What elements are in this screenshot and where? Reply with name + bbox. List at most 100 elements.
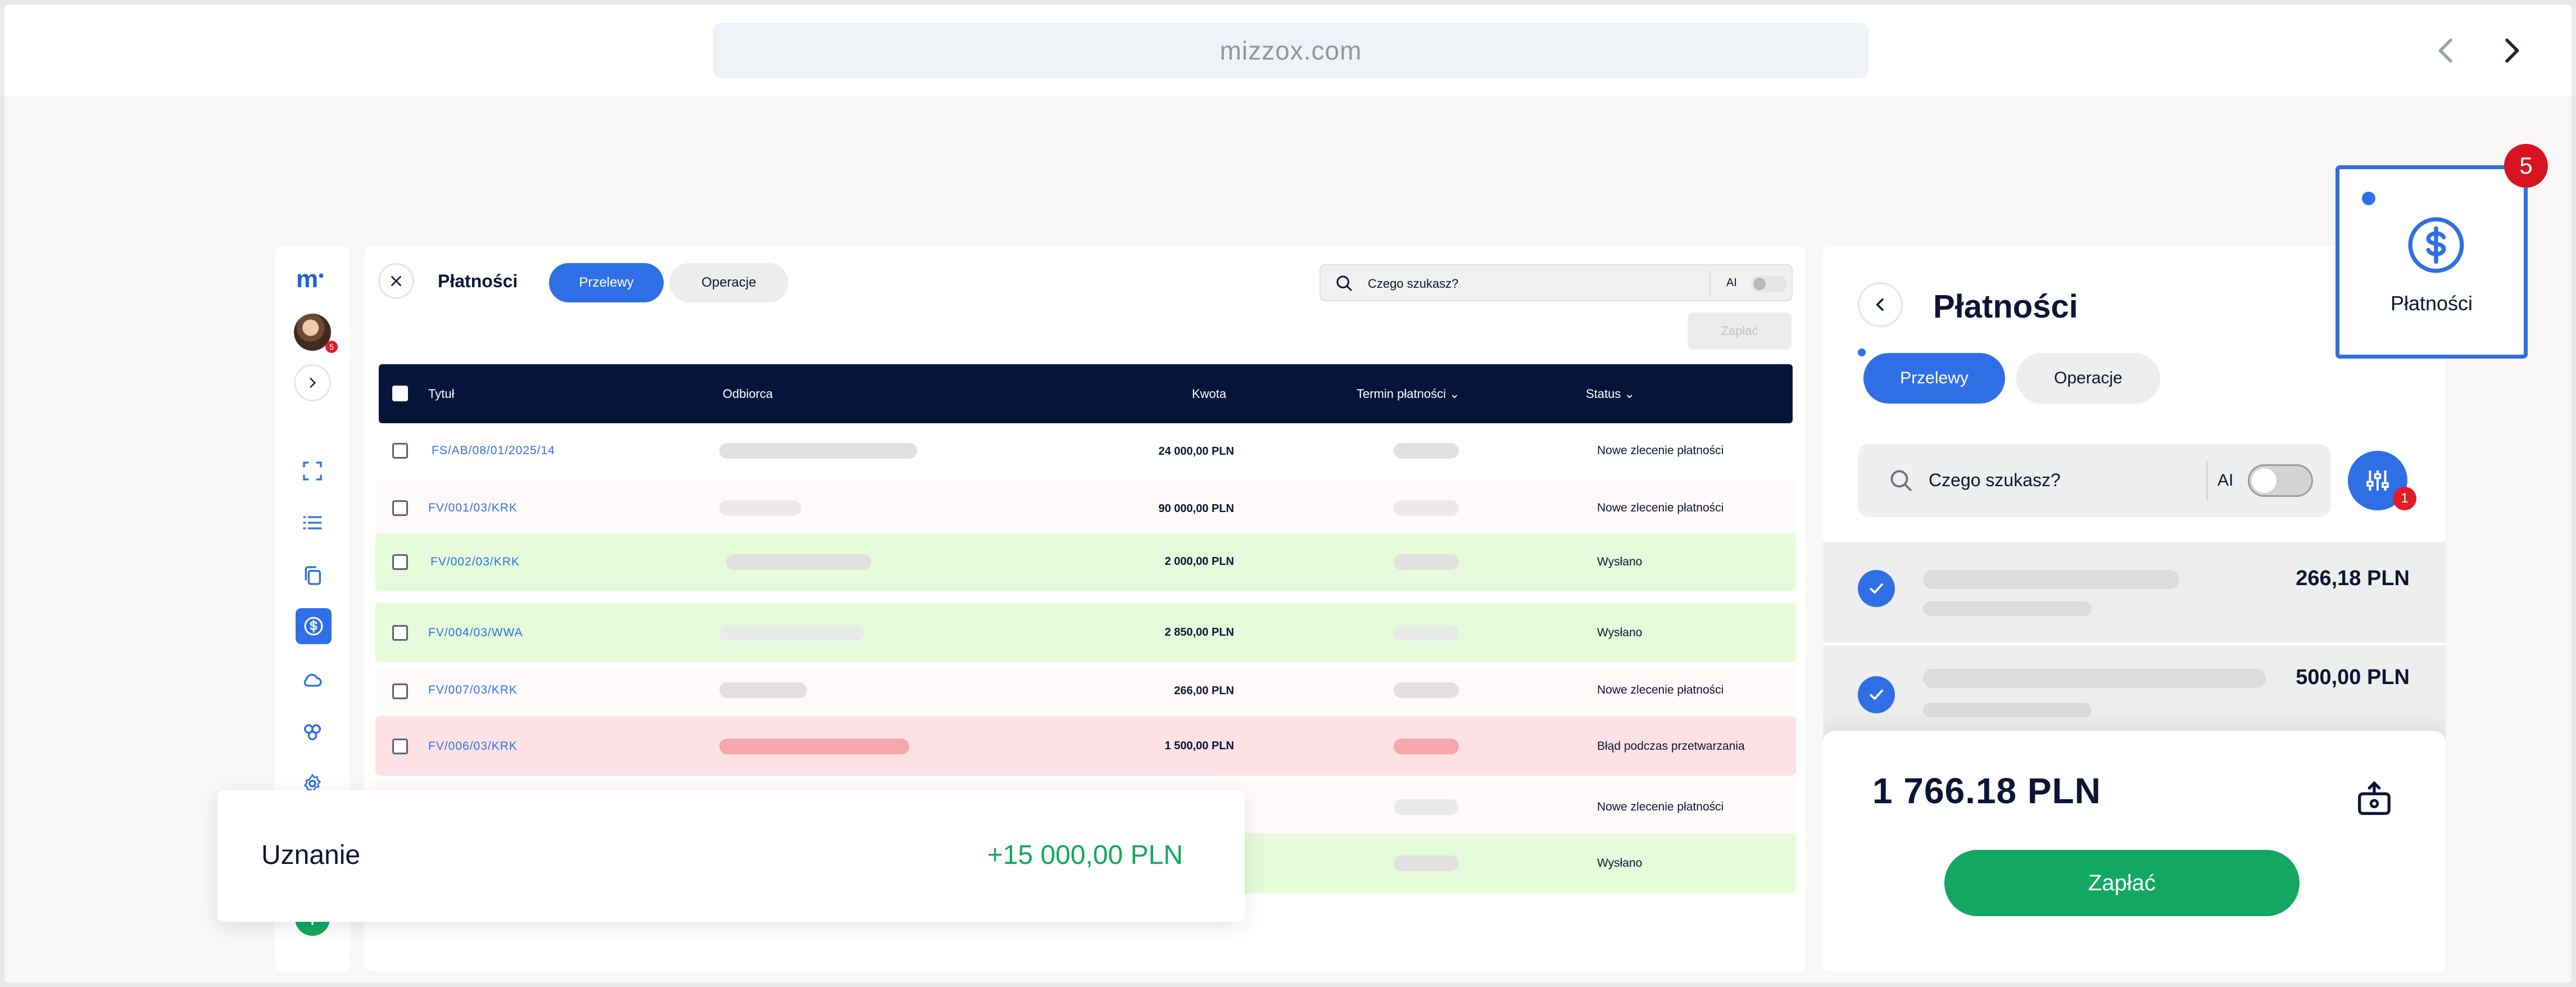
shortcut-label: Płatności <box>2390 292 2473 315</box>
tab-operacje[interactable]: Operacje <box>2016 353 2160 404</box>
app-logo[interactable]: m● <box>296 265 324 293</box>
list-icon[interactable] <box>301 511 324 534</box>
filter-button[interactable] <box>2348 451 2407 510</box>
checked-checkbox[interactable] <box>1858 676 1895 713</box>
dollar-circle-icon <box>2408 217 2464 273</box>
due-date-placeholder <box>1394 799 1459 815</box>
row-title-link[interactable]: FV/006/03/KRK <box>428 740 518 753</box>
row-amount: 2 000,00 PLN <box>1164 555 1234 568</box>
recipient-placeholder <box>719 682 807 698</box>
column-due-date[interactable]: Termin płatności ⌄ <box>1357 387 1460 401</box>
pay-button-disabled[interactable]: Zapłać <box>1688 313 1792 350</box>
row-amount: 2 850,00 PLN <box>1164 626 1234 639</box>
row-amount: 24 000,00 PLN <box>1158 445 1234 458</box>
table-row[interactable]: FV/002/03/KRK 2 000,00 PLN Wysłano <box>375 533 1796 591</box>
tab-operacje[interactable]: Operacje <box>669 263 788 302</box>
documents-icon[interactable] <box>301 564 324 587</box>
integrations-icon[interactable] <box>301 721 324 743</box>
search-input[interactable]: Czego szukasz? AI <box>1319 264 1793 301</box>
row-checkbox[interactable] <box>392 739 408 754</box>
due-date-placeholder <box>1394 554 1459 570</box>
search-placeholder: Czego szukasz? <box>1929 470 2061 490</box>
filter-count-badge: 1 <box>2393 487 2416 510</box>
chevron-down-icon: ⌄ <box>1624 387 1635 401</box>
row-status: Nowe zlecenie płatności <box>1597 501 1724 514</box>
row-status: Nowe zlecenie płatności <box>1597 800 1724 813</box>
due-date-placeholder <box>1394 443 1459 459</box>
row-checkbox[interactable] <box>392 625 408 641</box>
chevron-right-icon <box>310 378 316 388</box>
export-icon[interactable] <box>2355 779 2394 818</box>
payments-icon[interactable] <box>296 608 332 644</box>
due-date-placeholder <box>1394 855 1459 871</box>
chevron-down-icon: ⌄ <box>1449 387 1460 401</box>
forward-arrow-icon[interactable] <box>2495 35 2527 66</box>
list-item[interactable]: 500,00 PLN <box>1823 645 2446 746</box>
list-item[interactable]: 266,18 PLN <box>1823 542 2446 643</box>
table-row[interactable]: FV/004/03/WWA 2 850,00 PLN Wysłano <box>375 603 1796 662</box>
payments-shortcut-card[interactable]: Płatności <box>2335 165 2528 359</box>
avatar-notification-badge: 5 <box>325 341 338 353</box>
back-button[interactable] <box>1858 282 1903 327</box>
credit-amount: +15 000,00 PLN <box>987 840 1183 870</box>
column-amount[interactable]: Kwota <box>1192 387 1227 401</box>
ai-label: AI <box>2217 471 2234 490</box>
summary-card: 1 766.18 PLN Zapłać <box>1823 731 2446 971</box>
ai-toggle[interactable] <box>1751 275 1787 292</box>
row-amount: 1 500,00 PLN <box>1164 740 1234 752</box>
ai-label: AI <box>1726 277 1737 289</box>
due-date-placeholder <box>1394 682 1459 698</box>
column-status[interactable]: Status ⌄ <box>1586 387 1635 401</box>
checked-checkbox[interactable] <box>1858 570 1895 607</box>
scan-icon[interactable] <box>301 460 324 482</box>
row-status: Błąd podczas przetwarzania <box>1597 740 1745 753</box>
search-input[interactable]: Czego szukasz? AI <box>1858 444 2331 517</box>
avatar[interactable]: 5 <box>294 314 338 353</box>
row-title-link[interactable]: FV/002/03/KRK <box>430 555 520 568</box>
select-all-checkbox[interactable] <box>392 386 408 401</box>
row-title-link[interactable]: FS/AB/08/01/2025/14 <box>432 444 555 457</box>
credit-label: Uznanie <box>261 840 361 870</box>
row-status: Wysłano <box>1597 626 1643 639</box>
subtitle-placeholder <box>1923 703 2092 717</box>
due-date-placeholder <box>1394 625 1459 641</box>
recipient-placeholder <box>719 739 909 754</box>
back-arrow-icon[interactable] <box>2431 35 2462 66</box>
row-checkbox[interactable] <box>392 500 408 516</box>
recipient-placeholder <box>719 443 917 459</box>
checkmark-icon <box>1870 690 1883 700</box>
tab-przelewy[interactable]: Przelewy <box>1863 353 2005 404</box>
search-placeholder: Czego szukasz? <box>1368 277 1459 291</box>
row-title-link[interactable]: FV/001/03/KRK <box>428 501 518 514</box>
close-button[interactable] <box>378 263 414 299</box>
credit-notification-card: Uznanie +15 000,00 PLN <box>217 790 1245 922</box>
browser-frame: mizzox.com m● 5 <box>4 4 2572 983</box>
table-row[interactable]: FV/007/03/KRK 266,00 PLN Nowe zlecenie p… <box>375 667 1796 713</box>
tab-przelewy[interactable]: Przelewy <box>549 263 664 302</box>
row-status: Wysłano <box>1597 555 1643 568</box>
row-checkbox[interactable] <box>392 554 408 570</box>
row-status: Wysłano <box>1597 857 1643 870</box>
row-title-link[interactable]: FV/007/03/KRK <box>428 683 518 696</box>
row-title-link[interactable]: FV/004/03/WWA <box>428 626 523 639</box>
column-title[interactable]: Tytuł <box>428 387 455 401</box>
search-icon <box>1890 470 1912 491</box>
title-placeholder <box>1923 570 2179 589</box>
table-row[interactable]: FS/AB/08/01/2025/14 24 000,00 PLN Nowe z… <box>375 424 1796 478</box>
cloud-icon[interactable] <box>301 669 324 691</box>
address-bar[interactable]: mizzox.com <box>713 23 1868 78</box>
table-row[interactable]: FV/006/03/KRK 1 500,00 PLN Błąd podczas … <box>375 716 1796 776</box>
row-checkbox[interactable] <box>392 443 408 459</box>
due-date-placeholder <box>1394 500 1459 516</box>
divider <box>1709 271 1711 296</box>
recipient-placeholder <box>719 625 864 641</box>
expand-sidebar-button[interactable] <box>294 364 331 401</box>
column-recipient[interactable]: Odbiorca <box>723 387 773 401</box>
row-checkbox[interactable] <box>392 683 408 699</box>
divider <box>2206 461 2208 500</box>
page-title: Płatności <box>438 271 518 291</box>
table-row[interactable]: FV/001/03/KRK 90 000,00 PLN Nowe zleceni… <box>375 481 1796 535</box>
ai-toggle[interactable] <box>2248 464 2313 497</box>
active-tab-indicator <box>1858 348 1866 356</box>
pay-button[interactable]: Zapłać <box>1944 850 2300 916</box>
